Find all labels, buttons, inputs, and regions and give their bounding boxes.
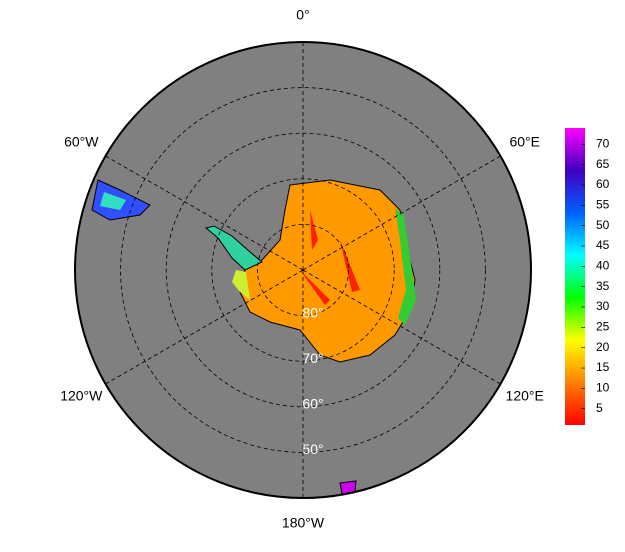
latitude-ring — [120, 87, 486, 453]
colorbar-tick-label: 10 — [596, 381, 610, 395]
colorbar-tick-label: 70 — [596, 136, 610, 150]
colorbar-tick-label: 55 — [596, 197, 610, 211]
island-patch — [100, 192, 126, 210]
latitude-label: 70° — [302, 350, 323, 366]
colorbar-tick-label: 65 — [596, 157, 610, 171]
colorbar-tick-label: 20 — [596, 340, 610, 354]
longitude-label: 120°E — [506, 388, 544, 404]
latitude-label: 60° — [302, 396, 323, 412]
colorbar-tick-label: 60 — [596, 177, 610, 191]
longitude-label: 0° — [296, 7, 309, 23]
colorbar: 5 10 15 20 25 30 35 40 45 50 55 60 65 70 — [565, 128, 610, 425]
coast-fringe — [395, 208, 416, 325]
colorbar-tick-label: 35 — [596, 279, 610, 293]
colorbar-tick-label: 5 — [596, 401, 603, 415]
map-border — [74, 41, 532, 499]
colorbar-tick-label: 50 — [596, 218, 610, 232]
latitude-label: 50° — [302, 441, 323, 457]
colorbar-tick-label: 30 — [596, 299, 610, 313]
meridian — [302, 269, 501, 385]
colorbar-ramp — [565, 128, 585, 425]
latitude-label: 80° — [302, 304, 323, 320]
labels: 80° 70° 60° 50° 0° 60°E 120°E 180°W 120°W 60°W — [60, 7, 544, 531]
colorbar-tick-label: 25 — [596, 320, 610, 334]
meridian — [105, 155, 304, 271]
coast-fringe — [232, 270, 250, 300]
colorbar-tick-label: 15 — [596, 360, 610, 374]
peninsula — [204, 225, 263, 271]
colorbar-tick-label: 40 — [596, 259, 610, 273]
longitude-label: 180°W — [282, 515, 325, 531]
longitude-label: 60°W — [64, 134, 99, 150]
graticule — [105, 42, 501, 498]
colorbar-tick-label: 45 — [596, 238, 610, 252]
meridian — [105, 269, 304, 385]
meridian — [302, 155, 501, 271]
longitude-label: 60°E — [509, 134, 540, 150]
ice-patch — [300, 210, 360, 305]
longitude-label: 120°W — [60, 388, 103, 404]
land — [91, 179, 416, 495]
